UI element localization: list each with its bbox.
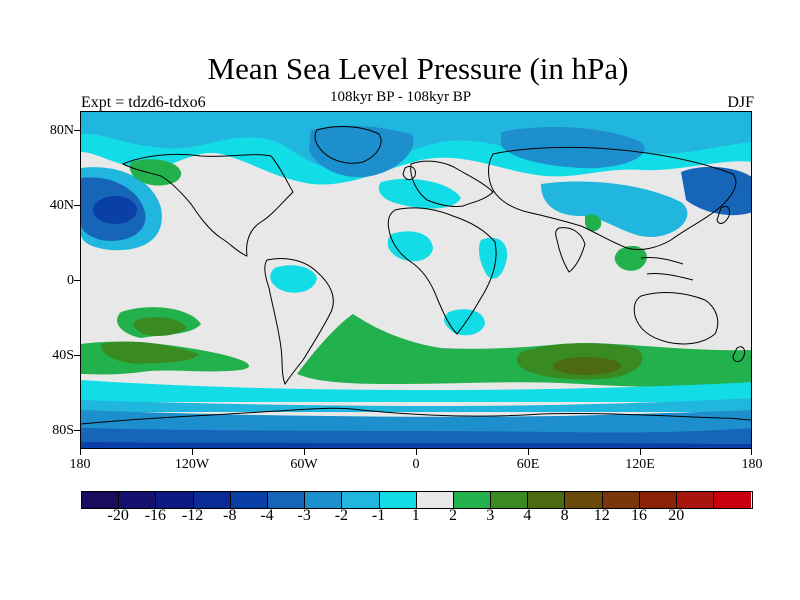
experiment-label: Expt = tdzd6-tdxo6: [81, 94, 206, 111]
north-atlantic-contour: [378, 178, 461, 209]
coast-japan: [716, 205, 730, 224]
colorbar-swatch: [82, 492, 120, 508]
y-tickmark: [74, 205, 80, 206]
colorbar-swatch: [565, 492, 603, 508]
colorbar-label: 16: [631, 507, 647, 524]
plot-title: Mean Sea Level Pressure (in hPa): [207, 51, 629, 86]
greenland-low: [309, 125, 414, 178]
colorbar: [81, 491, 753, 509]
x-tick-label: 60E: [516, 457, 540, 472]
colorbar-swatch: [379, 492, 417, 508]
x-tickmark: [304, 449, 305, 455]
colorbar-swatch: [342, 492, 380, 508]
x-tickmark: [640, 449, 641, 455]
alaska-high: [129, 159, 182, 186]
colorbar-label: -12: [181, 507, 204, 524]
map-panel: [80, 111, 752, 449]
colorbar-label: -20: [107, 507, 129, 524]
colorbar-label: -16: [144, 507, 167, 524]
colorbar-label: 20: [668, 507, 685, 524]
south-atlantic-high: [297, 314, 751, 387]
colorbar-swatch: [267, 492, 306, 508]
colorbar-swatch: [156, 492, 194, 508]
coastlines: [81, 126, 751, 425]
southern-ocean-band-1: [81, 380, 751, 402]
colorbar-swatch: [453, 492, 492, 508]
coast-antarctica: [81, 407, 751, 425]
south-america-low: [270, 265, 317, 293]
season-label: DJF: [727, 94, 754, 111]
coast-asia: [488, 146, 737, 251]
y-tick-label: 80N: [49, 123, 74, 138]
coast-new-zealand: [732, 346, 746, 363]
x-tickmark: [528, 449, 529, 455]
coast-north-america: [121, 153, 294, 257]
x-tickmark: [80, 449, 81, 455]
colorbar-label: 4: [523, 507, 532, 524]
y-tick-label: 40N: [49, 198, 74, 213]
x-tick-label: 180: [741, 457, 763, 472]
coast-south-america: [264, 258, 334, 386]
north-pacific-low-core: [93, 196, 137, 224]
plot-subtitle: 108kyr BP - 108kyr BP: [330, 89, 472, 105]
x-tickmark: [416, 449, 417, 455]
y-tick-label: 0: [67, 273, 74, 288]
colorbar-swatch: [230, 492, 268, 508]
coast-uk: [402, 165, 416, 181]
colorbar-label: 12: [593, 507, 610, 524]
y-tickmark: [74, 130, 80, 131]
x-tick-label: 120W: [174, 457, 210, 472]
colorbar-label: -2: [334, 507, 349, 524]
y-tick-label: 80S: [52, 423, 74, 438]
x-tickmark: [751, 449, 752, 455]
colorbar-label: -8: [223, 507, 237, 524]
colorbar-label: 3: [486, 507, 495, 524]
pressure-map: [81, 112, 751, 448]
east-africa-low: [478, 237, 508, 279]
colorbar-swatch: [714, 492, 752, 508]
asia-high-patch: [614, 245, 647, 271]
colorbar-swatch: [305, 492, 343, 508]
antarctic-core: [81, 442, 751, 448]
colorbar-label: -3: [297, 507, 311, 524]
colorbar-swatch: [602, 492, 640, 508]
south-indian-high-core: [553, 357, 621, 375]
southern-ocean-band-2: [81, 398, 751, 412]
colorbar-swatch: [193, 492, 231, 508]
africa-low: [387, 231, 433, 262]
y-tickmark: [74, 355, 80, 356]
colorbar-label: 2: [449, 507, 457, 524]
colorbar-label: 1: [411, 507, 420, 524]
colorbar-swatch: [528, 492, 566, 508]
colorbar-swatch: [119, 492, 157, 508]
y-tickmark: [74, 430, 80, 431]
asia-contour: [541, 181, 688, 237]
colorbar-swatch: [677, 492, 715, 508]
coast-greenland: [314, 126, 382, 164]
coast-africa: [387, 207, 497, 335]
coast-australia: [633, 292, 719, 345]
y-tick-label: 40S: [52, 348, 74, 363]
colorbar-label: -4: [260, 507, 274, 524]
colorbar-label: 8: [560, 507, 569, 524]
madagascar-low: [444, 309, 485, 336]
x-tick-label: 120E: [625, 457, 655, 472]
kamchatka-low: [681, 166, 751, 216]
coast-indonesia: [640, 257, 694, 281]
x-tick-label: 0: [412, 457, 420, 472]
x-tickmark: [192, 449, 193, 455]
coast-india: [555, 227, 586, 273]
x-tick-label: 60W: [290, 457, 318, 472]
coast-europe: [410, 160, 494, 207]
colorbar-swatch: [639, 492, 677, 508]
south-pacific-high-core: [101, 317, 199, 364]
x-tick-label: 180: [69, 457, 91, 472]
asia-high-patch-2: [585, 214, 602, 232]
colorbar-swatch: [491, 492, 529, 508]
colorbar-swatch: [416, 492, 454, 508]
y-tickmark: [74, 280, 80, 281]
colorbar-label: -1: [371, 507, 386, 524]
